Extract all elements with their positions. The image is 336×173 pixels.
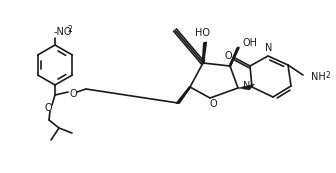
Text: 2: 2 — [68, 25, 73, 34]
Text: N: N — [243, 81, 251, 91]
Text: NH: NH — [311, 72, 326, 82]
Text: OH: OH — [243, 38, 257, 48]
Text: -NO: -NO — [54, 27, 73, 37]
Text: N: N — [265, 43, 273, 53]
Text: O: O — [44, 103, 52, 113]
Text: O: O — [209, 99, 217, 109]
Text: O: O — [69, 89, 77, 99]
Polygon shape — [238, 84, 254, 90]
Text: O: O — [224, 51, 232, 61]
Text: HO: HO — [196, 28, 210, 38]
Text: 2: 2 — [325, 71, 330, 80]
